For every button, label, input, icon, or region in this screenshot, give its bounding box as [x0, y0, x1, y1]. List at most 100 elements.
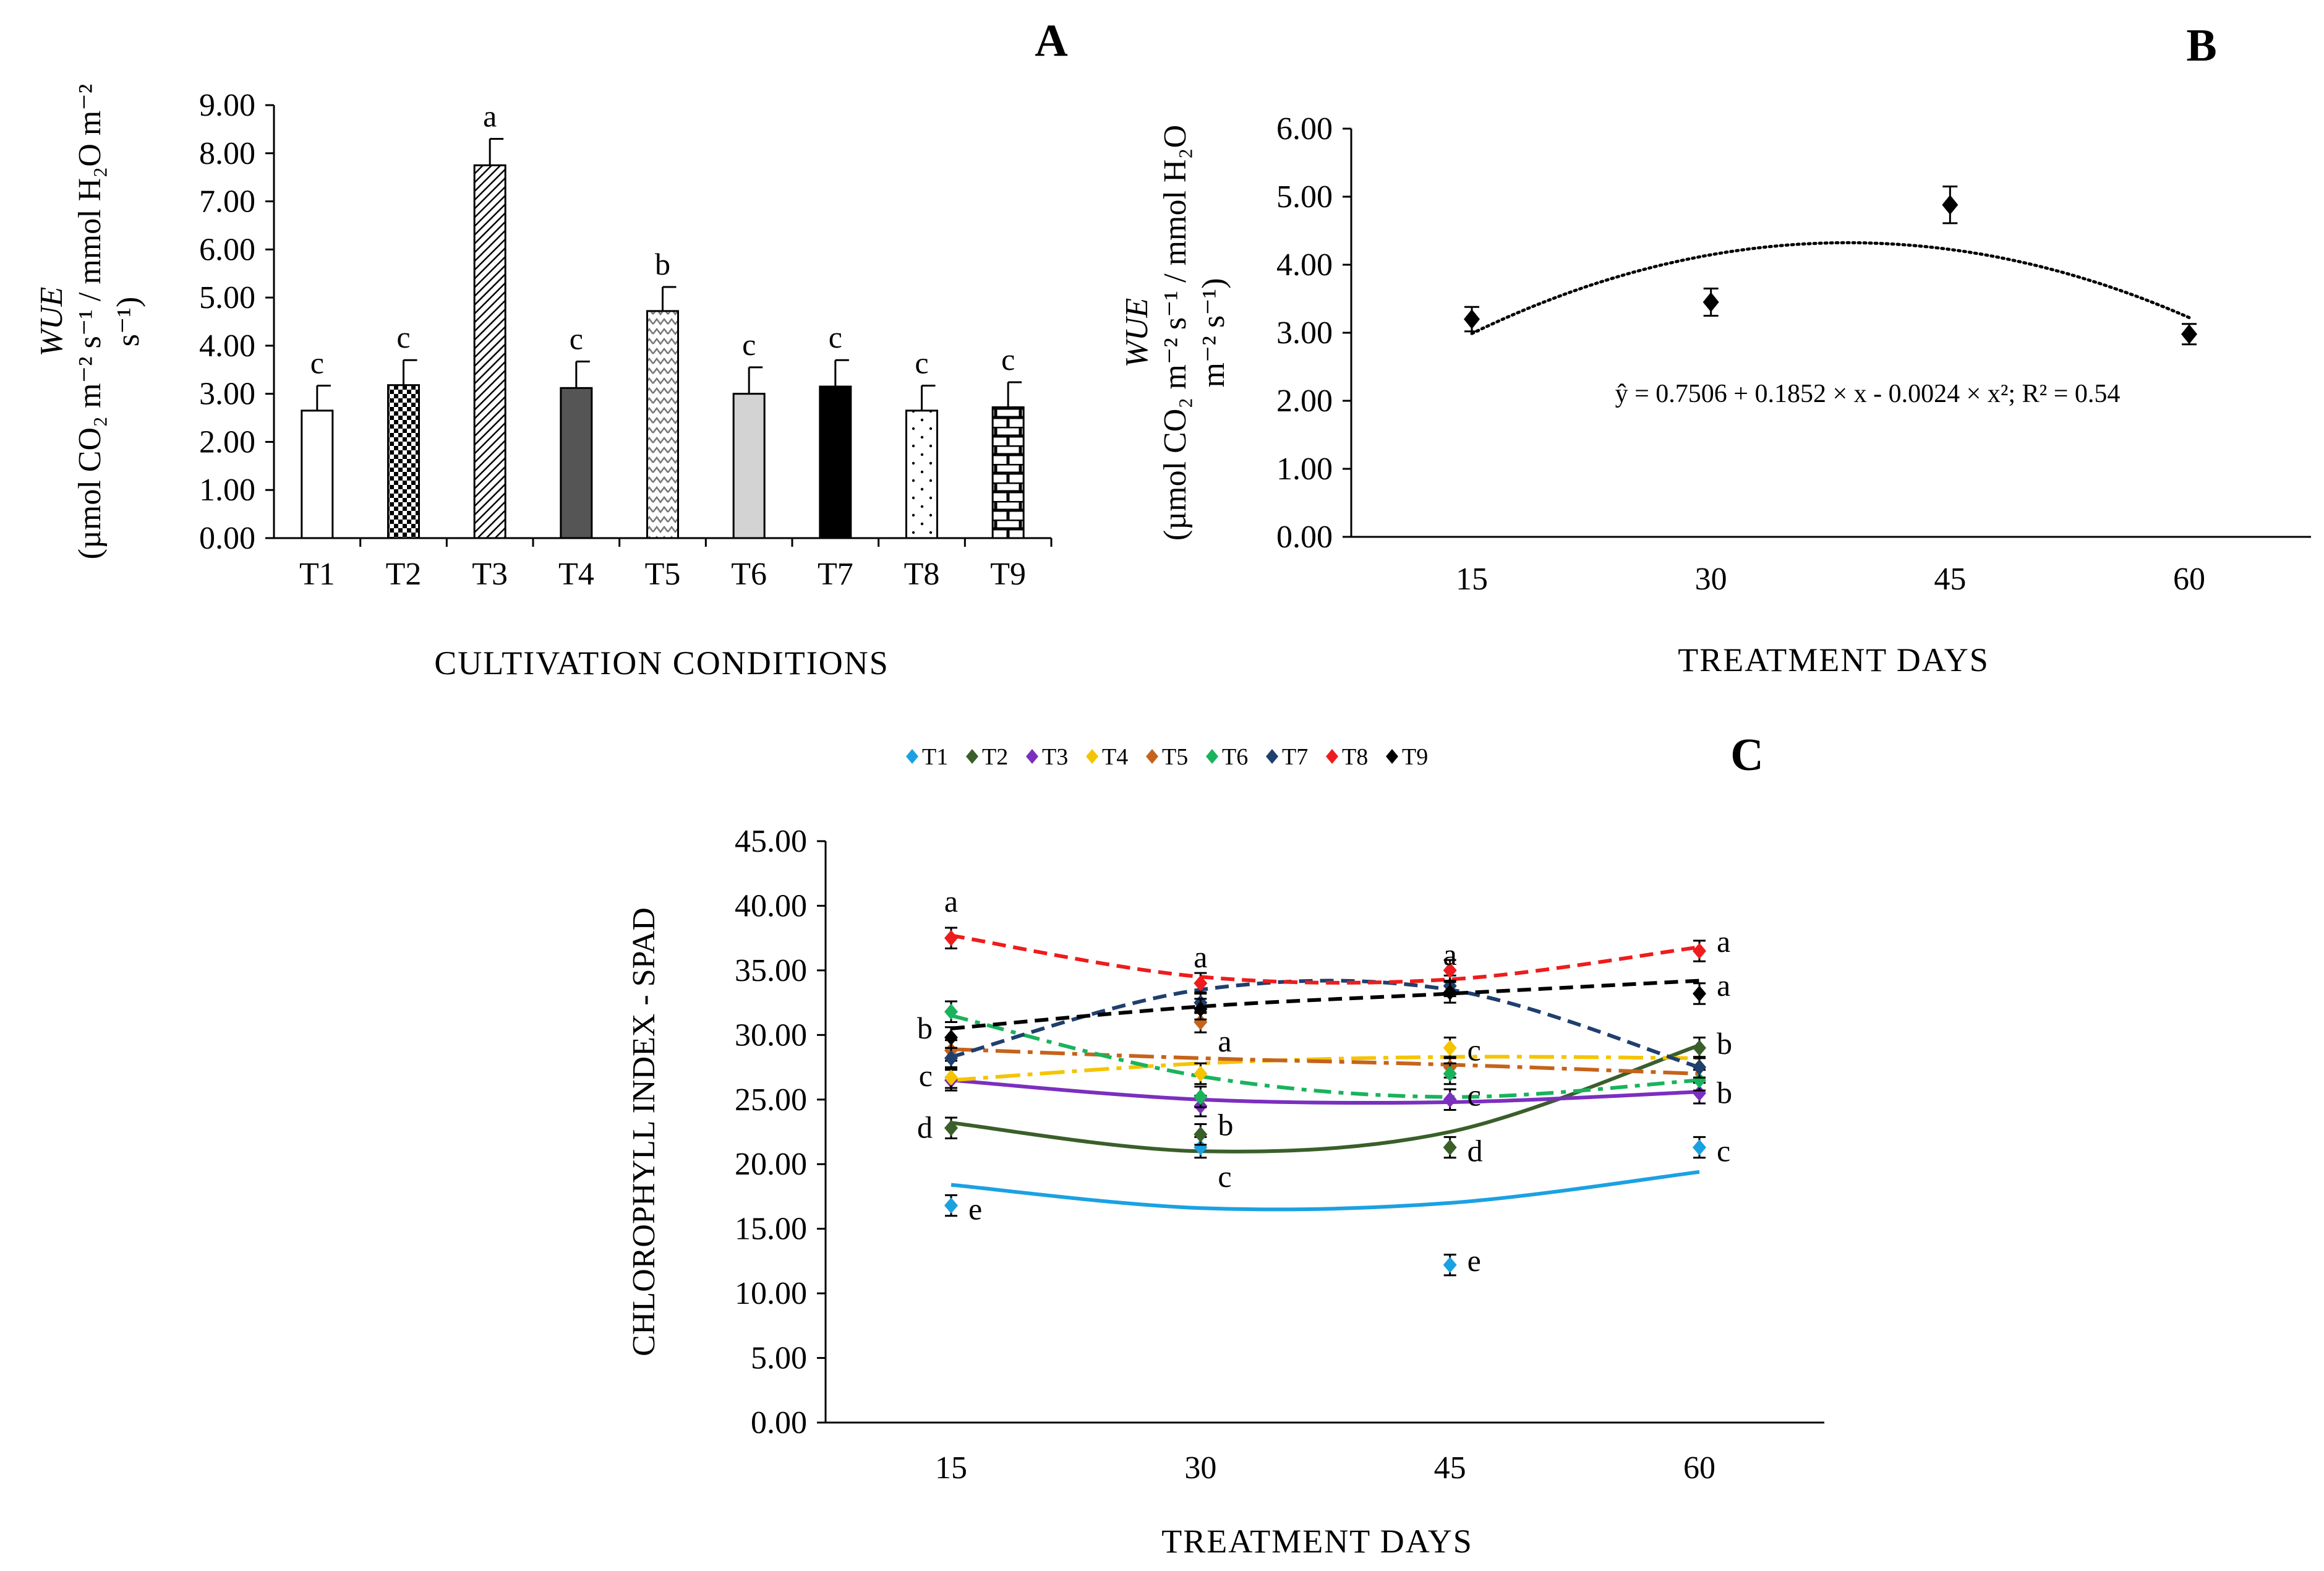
data-point-t9: [944, 1029, 958, 1046]
y-tick-label: 30.00: [735, 1017, 807, 1053]
significance-letter: c: [742, 327, 756, 362]
x-tick-label: T1: [299, 557, 335, 592]
data-point-t1: [944, 1197, 958, 1214]
significance-letter: c: [310, 345, 324, 380]
significance-letter: b: [1218, 1108, 1233, 1142]
legend-marker-t7: [1266, 749, 1278, 764]
x-tick-label: T7: [818, 557, 853, 592]
trend-line-t7: [951, 978, 1700, 1069]
y-tick-label: 8.00: [199, 136, 255, 171]
x-axis-title: TREATMENT DAYS: [1678, 641, 1989, 678]
y-tick-label: 5.00: [751, 1341, 807, 1376]
data-point-t5: [1194, 1014, 1208, 1030]
y-axis-title-line: (µmol CO₂ m⁻² s⁻¹ / mmol H₂O m⁻²: [72, 84, 108, 560]
data-point-t2: [1443, 1139, 1457, 1156]
y-tick-label: 0.00: [199, 521, 255, 556]
bar-t3: [473, 164, 506, 539]
significance-letter: b: [1717, 1075, 1732, 1110]
data-point-t2: [944, 1119, 958, 1136]
data-point: [1942, 195, 1959, 215]
x-tick-label: 30: [1695, 562, 1727, 597]
y-axis-title-line: WUE: [1119, 298, 1155, 368]
y-axis-title-line: m⁻² s⁻¹): [1196, 278, 1231, 387]
significance-letter: a: [1717, 968, 1730, 1003]
y-axis-title: WUE(µmol CO₂ m⁻² s⁻¹ / mmol H₂Om⁻² s⁻¹): [1119, 125, 1231, 541]
bar-t7: [819, 385, 852, 539]
y-tick-label: 45.00: [735, 824, 807, 859]
x-axis-title: TREATMENT DAYS: [1161, 1523, 1473, 1560]
legend-marker-t1: [906, 749, 918, 764]
y-tick-label: 2.00: [1276, 383, 1333, 419]
trend-line-t5: [951, 1047, 1700, 1076]
legend-label: T6: [1222, 744, 1248, 770]
significance-letter: c: [1218, 1159, 1231, 1194]
bar-t5: [646, 310, 679, 539]
y-axis-title: WUE(µmol CO₂ m⁻² s⁻¹ / mmol H₂O m⁻²s⁻¹): [34, 84, 146, 560]
bar-t4: [560, 387, 593, 539]
data-point-t6: [1194, 1089, 1208, 1105]
data-point-t8: [1693, 943, 1706, 959]
trend-curve: [1470, 241, 2191, 335]
y-tick-label: 2.00: [199, 424, 255, 460]
data-point-t8: [944, 930, 958, 946]
y-tick-label: 9.00: [199, 88, 255, 123]
trend-line-t6: [951, 1014, 1700, 1099]
bar-t9: [991, 406, 1025, 539]
significance-letter: c: [1717, 1133, 1730, 1168]
legend-label: T9: [1402, 744, 1428, 770]
legend-marker-t4: [1086, 749, 1098, 764]
data-point-t3: [1443, 1091, 1457, 1108]
data-point-t1: [1194, 1139, 1208, 1156]
y-axis-title: CHLOROPHYLL INDEX - SPAD: [626, 907, 662, 1356]
legend-marker-t8: [1326, 749, 1338, 764]
significance-letter: b: [1717, 1026, 1732, 1061]
panel-a: A 0.00 1.00 2.00 3.00 4.00 5.00 6.00 7.00 8.00 9.0…: [34, 15, 1068, 682]
y-tick-label: 15.00: [735, 1212, 807, 1247]
panel-label-c: C: [1730, 730, 1763, 781]
data-point-t8: [1194, 975, 1208, 991]
x-tick-label: 15: [935, 1450, 967, 1486]
y-tick-label: 3.00: [199, 377, 255, 412]
x-tick-label: T8: [904, 557, 940, 592]
data-point-t1: [1693, 1139, 1706, 1156]
y-tick-label: 6.00: [1276, 111, 1333, 147]
y-tick-label: 20.00: [735, 1147, 807, 1182]
legend-label: T7: [1282, 744, 1308, 770]
trend-line-t4: [951, 1055, 1700, 1082]
significance-letter: c: [396, 320, 410, 354]
significance-letter: b: [655, 247, 670, 281]
significance-letter: d: [1467, 1133, 1483, 1168]
y-tick-label: 6.00: [199, 232, 255, 267]
y-tick-label: 5.00: [1276, 179, 1333, 215]
y-tick-label: 1.00: [199, 473, 255, 508]
legend-marker-t5: [1146, 749, 1158, 764]
y-axis-title-line: (µmol CO₂ m⁻² s⁻¹ / mmol H₂O: [1158, 125, 1193, 541]
legend-label: T3: [1042, 744, 1068, 770]
data-point-t3: [1693, 1085, 1706, 1102]
trend-line-t8: [951, 933, 1700, 985]
trend-line-t1: [951, 1170, 1700, 1212]
legend-label: T8: [1342, 744, 1368, 770]
x-tick-label: 15: [1456, 562, 1488, 597]
x-tick-label: 60: [2173, 562, 2205, 597]
data-point-t1: [1443, 1257, 1457, 1273]
significance-letter: c: [1467, 1078, 1481, 1113]
x-tick-label: 45: [1434, 1450, 1466, 1486]
x-tick-label: 60: [1683, 1450, 1715, 1486]
data-point: [1702, 292, 1719, 312]
y-tick-label: 1.00: [1276, 452, 1333, 487]
data-point-t2: [1194, 1126, 1208, 1143]
y-tick-label: 7.00: [199, 184, 255, 220]
data-point-t6: [1443, 1066, 1457, 1082]
significance-letter: a: [944, 884, 958, 918]
x-tick-label: T6: [731, 557, 767, 592]
panel-label-a: A: [1035, 15, 1067, 66]
significance-letter: a: [1443, 937, 1457, 972]
legend-marker-t3: [1026, 749, 1038, 764]
bar-t8: [905, 409, 938, 539]
significance-letter: c: [1001, 342, 1015, 377]
significance-letter: a: [1717, 924, 1730, 959]
bar-t1: [301, 409, 334, 539]
legend-marker-t9: [1386, 749, 1398, 764]
